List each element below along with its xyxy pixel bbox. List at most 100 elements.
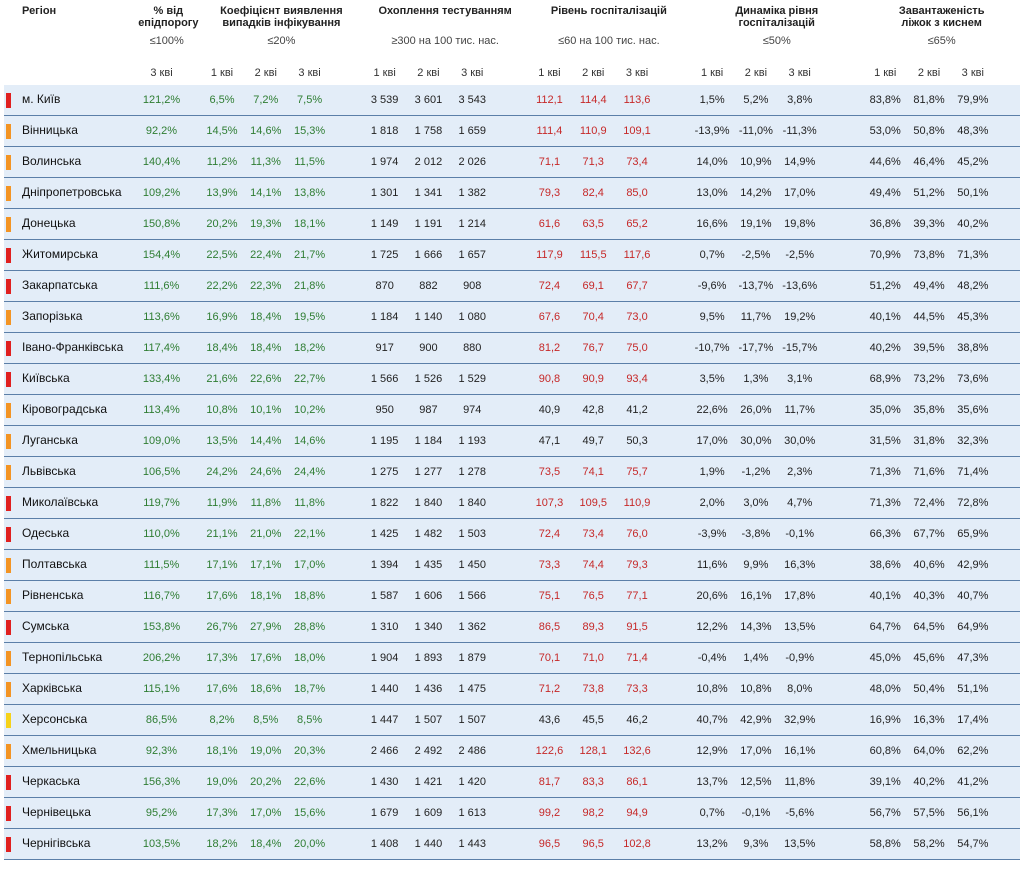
table-row[interactable]: Чернівецька 95,2% 17,3% 17,0% 15,6% 1 679 1 60…	[4, 797, 1020, 829]
table-row[interactable]: Закарпатська 111,6% 22,2% 22,3% 21,8% 870 882 9…	[4, 270, 1020, 302]
region-name: Львівська	[22, 464, 76, 479]
region-name: Дніпропетровська	[22, 185, 122, 200]
coef-value: 20,3%	[287, 735, 332, 767]
header-testing[interactable]: Охоплення тестуванням ≥300 на 100 тис. н…	[363, 0, 528, 61]
header-dyn[interactable]: Динаміка рівня госпіталізацій ≤50%	[690, 0, 863, 61]
coef-value: 18,2%	[200, 828, 244, 860]
table-row[interactable]: Черкаська 156,3% 19,0% 20,2% 22,6% 1 430 1 421…	[4, 766, 1020, 798]
region-name: Одеська	[22, 526, 70, 541]
dyn-value: 17,0%	[734, 735, 778, 767]
header-hosp[interactable]: Рівень госпіталізацій ≤60 на 100 тис. на…	[528, 0, 691, 61]
table-row[interactable]: Миколаївська 119,7% 11,9% 11,8% 11,8% 1 822 1 …	[4, 487, 1020, 519]
q-coef-2: 2 кві	[254, 67, 277, 79]
table-row[interactable]: Івано-Франківська 117,4% 18,4% 18,4% 18,2% 91…	[4, 332, 1020, 364]
beds-value: 72,4%	[907, 487, 951, 519]
header-coef[interactable]: Коефіцієнт виявлення випадків інфікуванн…	[200, 0, 363, 61]
coef-value: 17,3%	[200, 642, 244, 674]
beds-value: 64,9%	[950, 611, 995, 643]
hosp-value: 79,3	[527, 177, 572, 209]
table-row[interactable]: Рівненська 116,7% 17,6% 18,1% 18,8% 1 587 1 60…	[4, 580, 1020, 612]
table-row[interactable]: Донецька 150,8% 20,2% 19,3% 18,1% 1 149 1 191 1…	[4, 208, 1020, 240]
beds-value: 32,3%	[950, 425, 995, 457]
beds-value: 49,4%	[907, 270, 951, 302]
hosp-value: 83,3	[571, 766, 616, 798]
coef-value: 14,5%	[200, 115, 244, 147]
table-row[interactable]: Луганська 109,0% 13,5% 14,4% 14,6% 1 195 1 184…	[4, 425, 1020, 457]
table-row[interactable]: Тернопільська 206,2% 17,3% 17,6% 18,0% 1 904 1…	[4, 642, 1020, 674]
beds-value: 48,2%	[950, 270, 995, 302]
coef-value: 21,1%	[200, 518, 244, 550]
table-row[interactable]: Кіровоградська 113,4% 10,8% 10,1% 10,2% 950 98…	[4, 394, 1020, 426]
testing-value: 1 080	[450, 301, 495, 333]
coef-value: 18,7%	[287, 673, 332, 705]
dyn-value: 1,5%	[690, 85, 734, 116]
dyn-value: 3,0%	[734, 487, 778, 519]
status-marker-icon	[6, 433, 11, 449]
beds-value: 50,4%	[907, 673, 951, 705]
testing-value: 1 609	[406, 797, 451, 829]
beds-value: 40,7%	[950, 580, 995, 612]
table-row[interactable]: Волинська 140,4% 11,2% 11,3% 11,5% 1 974 2 012…	[4, 146, 1020, 178]
header-dyn-title: Динаміка рівня госпіталізацій	[735, 5, 819, 29]
testing-value: 1 974	[362, 146, 407, 178]
table-row[interactable]: Полтавська 111,5% 17,1% 17,1% 17,0% 1 394 1 43…	[4, 549, 1020, 581]
beds-value: 57,5%	[907, 797, 951, 829]
hosp-value: 109,5	[571, 487, 616, 519]
status-marker-icon	[6, 402, 11, 418]
q-test-1: 1 кві	[373, 67, 396, 79]
table-row[interactable]: Чернігівська 103,5% 18,2% 18,4% 20,0% 1 408 1 …	[4, 828, 1020, 860]
testing-value: 974	[450, 394, 495, 426]
beds-value: 73,8%	[907, 239, 951, 271]
testing-value: 1 606	[406, 580, 451, 612]
coef-value: 18,0%	[287, 642, 332, 674]
table-row[interactable]: Сумська 153,8% 26,7% 27,9% 28,8% 1 310 1 340 1 …	[4, 611, 1020, 643]
beds-value: 45,2%	[950, 146, 995, 178]
hosp-value: 75,7	[615, 456, 659, 488]
coef-value: 20,0%	[287, 828, 332, 860]
status-marker-icon	[6, 464, 11, 480]
table-row[interactable]: Херсонська 86,5% 8,2% 8,5% 8,5% 1 447 1 507 1 5…	[4, 704, 1020, 736]
table-row[interactable]: Харківська 115,1% 17,6% 18,6% 18,7% 1 440 1 43…	[4, 673, 1020, 705]
hosp-value: 114,4	[571, 85, 616, 116]
testing-value: 3 543	[450, 85, 495, 116]
status-marker-icon	[6, 619, 11, 635]
header-dyn-threshold: ≤50%	[762, 35, 791, 47]
dyn-value: 42,9%	[734, 704, 778, 736]
dyn-value: -0,9%	[777, 642, 822, 674]
status-marker-icon	[6, 805, 11, 821]
coef-value: 14,4%	[243, 425, 288, 457]
hosp-value: 73,5	[527, 456, 572, 488]
table-row[interactable]: Львівська 106,5% 24,2% 24,6% 24,4% 1 275 1 277…	[4, 456, 1020, 488]
table-body: м. Київ 121,2% 6,5% 7,2% 7,5% 3 539 3 601 3 543…	[4, 85, 1020, 860]
hosp-value: 117,9	[527, 239, 572, 271]
table-row[interactable]: Вінницька 92,2% 14,5% 14,6% 15,3% 1 818 1 758 1…	[4, 115, 1020, 147]
testing-value: 1 310	[362, 611, 407, 643]
header-region[interactable]: Регіон	[22, 5, 57, 17]
region-name: Луганська	[22, 433, 78, 448]
table-row[interactable]: Хмельницька 92,3% 18,1% 19,0% 20,3% 2 466 2 49…	[4, 735, 1020, 767]
table-row[interactable]: Київська 133,4% 21,6% 22,6% 22,7% 1 566 1 526 1…	[4, 363, 1020, 395]
q-coef-3: 3 кві	[298, 67, 321, 79]
coef-value: 18,4%	[243, 828, 288, 860]
table-row[interactable]: м. Київ 121,2% 6,5% 7,2% 7,5% 3 539 3 601 3 543…	[4, 85, 1020, 116]
header-epid[interactable]: % від епідпорогу ≤100%	[133, 0, 200, 61]
region-name: Запорізька	[22, 309, 83, 324]
testing-value: 1 149	[362, 208, 407, 240]
testing-value: 1 879	[450, 642, 495, 674]
testing-value: 1 482	[406, 518, 451, 550]
table-row[interactable]: Житомирська 154,4% 22,5% 22,4% 21,7% 1 725 1 6…	[4, 239, 1020, 271]
dyn-value: 19,1%	[734, 208, 778, 240]
coef-value: 11,9%	[200, 487, 244, 519]
dyn-value: 9,5%	[690, 301, 734, 333]
dyn-value: 3,1%	[777, 363, 822, 395]
table-row[interactable]: Одеська 110,0% 21,1% 21,0% 22,1% 1 425 1 482 1 …	[4, 518, 1020, 550]
table-row[interactable]: Запорізька 113,6% 16,9% 18,4% 19,5% 1 184 1 14…	[4, 301, 1020, 333]
testing-value: 1 566	[362, 363, 407, 395]
epid-value: 116,7%	[133, 580, 190, 612]
coef-value: 18,4%	[200, 332, 244, 364]
table-row[interactable]: Дніпропетровська 109,2% 13,9% 14,1% 13,8% 1 3…	[4, 177, 1020, 209]
hosp-value: 91,5	[615, 611, 659, 643]
coef-value: 21,6%	[200, 363, 244, 395]
header-beds[interactable]: Завантаженість ліжок з киснем ≤65%	[863, 0, 1020, 61]
status-marker-icon	[6, 340, 11, 356]
